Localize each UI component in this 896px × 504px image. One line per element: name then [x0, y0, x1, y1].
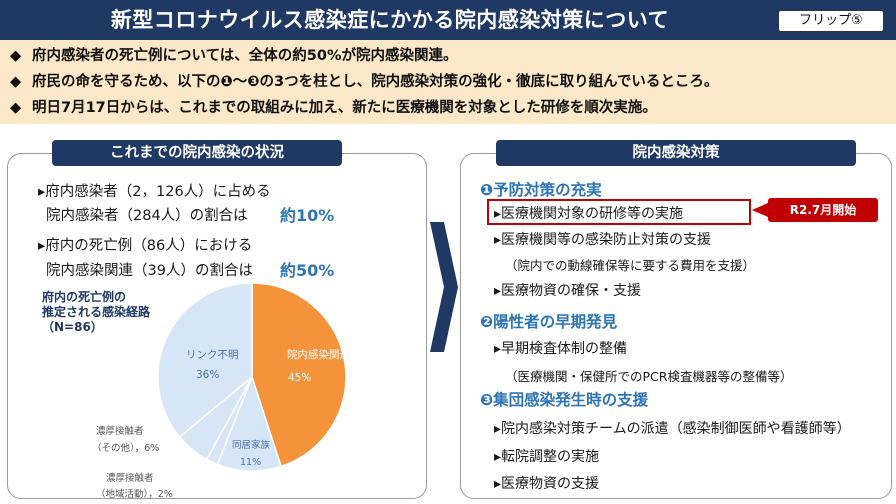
section-3-item-2: ▸転院調整の実施 [494, 449, 600, 465]
stat-1-value: 約10% [280, 206, 335, 225]
highlight-box [487, 199, 751, 225]
tag-pointer [752, 203, 768, 217]
summary-line-3: ◆ 明日7月17日からは、これまでの取組みに加え、新たに医療機関を対象とした研修を… [10, 96, 657, 120]
section-1-note: （院内での動線確保等に要する費用を支援） [505, 258, 756, 273]
title-bar [0, 0, 896, 40]
section-2-item-1: ▸早期検査体制の整備 [494, 341, 628, 357]
summary-box [0, 40, 896, 124]
chevron-right-icon [430, 222, 458, 352]
section-3-title: ❸集団感染発生時の支援 [480, 391, 649, 409]
summary-line-2: ◆ 府民の命を守るため、以下の❶～❸の3つを柱とし、院内感染対策の強化・徹底に取り… [10, 70, 718, 94]
right-panel-heading: 院内感染対策 [496, 140, 856, 166]
stat-1-line1: ▸府内感染者（2，126人）に占める [38, 184, 271, 200]
pie-slice-4 [157, 282, 253, 438]
pie-title: 府内の死亡例の 推定される感染経路 （N=86） [42, 290, 172, 335]
section-3-item-3: ▸医療物資の支援 [494, 476, 600, 492]
summary-text-2: 府民の命を守るため、以下の❶～❸の3つを柱とし、院内感染対策の強化・徹底に取り組… [32, 74, 719, 90]
pie-title-line2: 推定される感染経路 [42, 305, 151, 319]
section-2-note: （医療機関・保健所でのPCR検査機器等の整備等） [505, 369, 793, 384]
section-1-item-1: ▸医療機関対象の研修等の実施 [494, 206, 684, 222]
section-2-title: ❷陽性者の早期発見 [480, 313, 618, 331]
diamond-bullet-icon: ◆ [10, 100, 22, 116]
pie-label-contact-local-name1: 濃厚接触者 [106, 472, 154, 484]
pie-title-line3: （N=86） [42, 320, 103, 334]
pie-label-contact-local-name2: （地域活動），2% [96, 488, 173, 500]
left-panel-heading: これまでの院内感染の状況 [52, 140, 342, 166]
summary-line-1: ◆ 府内感染者の死亡例については、全体の約50%が院内感染関連。 [10, 44, 457, 68]
pie-chart: 院内感染関連 45% リンク不明 36% 同居家族 11% 濃厚接触者 （その他… [92, 282, 350, 500]
diamond-bullet-icon: ◆ [10, 74, 22, 90]
flip-badge: フリップ⑤ [778, 10, 884, 32]
pie-label-unknown-pct: 36% [196, 369, 219, 381]
pie-label-contact-other-name2: （その他），6% [92, 442, 159, 454]
pie-slice-1 [216, 374, 282, 472]
stat-2-line1: ▸府内の死亡例（86人）における [38, 238, 253, 254]
summary-text-3: 明日7月17日からは、これまでの取組みに加え、新たに医療機関を対象とした研修を順… [32, 100, 657, 116]
diamond-bullet-icon: ◆ [10, 48, 22, 64]
start-date-tag: R2.7月開始 [768, 198, 878, 222]
pie-label-contact-local-pct: ，2% [148, 489, 173, 500]
section-1-title: ❶予防対策の充実 [480, 181, 602, 199]
pie-label-family-name: 同居家族 [232, 439, 271, 451]
pie-label-contact-local-name2-text: （地域活動） [96, 488, 148, 500]
page-title: 新型コロナウイルス感染症にかかる院内感染対策について [110, 8, 670, 32]
pie-title-line1: 府内の死亡例の [42, 290, 127, 304]
summary-text-1: 府内感染者の死亡例については、全体の約50%が院内感染関連。 [32, 48, 458, 64]
pie-label-contact-other-name1: 濃厚接触者 [96, 425, 144, 437]
pie-label-family-pct: 11% [240, 457, 261, 468]
stat-2-line2: 院内感染関連（39人）の割合は [46, 263, 253, 279]
stat-1-line2: 院内感染者（284人）の割合は [46, 208, 248, 224]
pie-label-contact-other-name2-text: （その他） [92, 442, 135, 454]
pie-label-unknown-name: リンク不明 [186, 349, 239, 361]
pie-label-in-hospital-pct: 45% [288, 372, 311, 384]
pie-label-contact-other-pct: ，6% [135, 443, 160, 454]
stat-2-value: 約50% [280, 261, 335, 280]
pie-label-in-hospital-name: 院内感染関連 [287, 348, 350, 361]
section-3-item-1: ▸院内感染対策チームの派遣（感染制御医師や看護師等） [494, 421, 851, 437]
section-1-item-3: ▸医療物資の確保・支援 [494, 283, 642, 299]
section-1-item-2: ▸医療機関等の感染防止対策の支援 [494, 232, 712, 248]
pie-slice-0 [251, 282, 347, 468]
